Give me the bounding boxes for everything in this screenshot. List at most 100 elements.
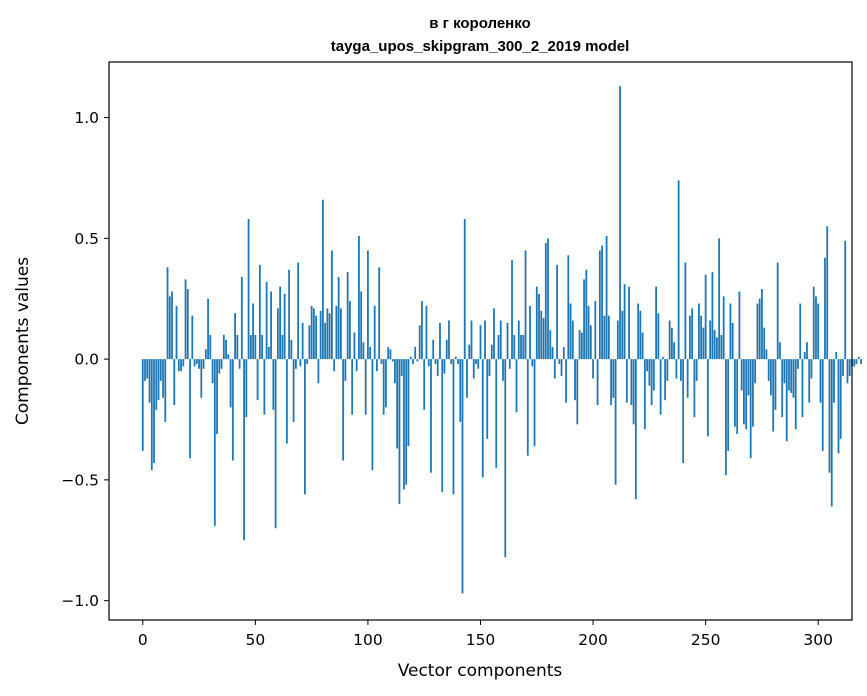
bar-57 bbox=[270, 291, 273, 360]
bar-117 bbox=[405, 359, 408, 485]
x-tick-label-300: 300 bbox=[803, 631, 833, 649]
bar-240 bbox=[682, 359, 685, 463]
x-tick-label-100: 100 bbox=[353, 631, 383, 649]
bar-205 bbox=[603, 315, 606, 360]
bar-3 bbox=[148, 359, 151, 403]
bar-317 bbox=[855, 359, 858, 364]
bar-79 bbox=[319, 310, 322, 360]
bar-183 bbox=[553, 359, 556, 379]
bar-238 bbox=[677, 180, 680, 360]
bar-290 bbox=[794, 359, 797, 430]
bar-18 bbox=[182, 359, 185, 367]
bar-230 bbox=[659, 359, 662, 415]
bar-103 bbox=[373, 305, 376, 360]
bar-70 bbox=[299, 359, 302, 367]
bar-284 bbox=[781, 359, 784, 418]
bar-250 bbox=[704, 274, 707, 360]
bar-126 bbox=[425, 305, 428, 360]
bar-38 bbox=[227, 354, 230, 360]
bar-274 bbox=[758, 298, 761, 360]
bar-146 bbox=[470, 320, 473, 360]
bar-98 bbox=[362, 342, 365, 360]
bar-107 bbox=[382, 359, 385, 415]
bar-199 bbox=[589, 325, 592, 360]
bar-301 bbox=[819, 359, 822, 403]
bar-310 bbox=[839, 359, 842, 439]
x-tick-label-0: 0 bbox=[138, 631, 148, 649]
bar-168 bbox=[520, 334, 522, 360]
bar-1 bbox=[144, 359, 146, 381]
bar-65 bbox=[288, 269, 291, 360]
bar-154 bbox=[488, 359, 491, 377]
bar-121 bbox=[414, 347, 417, 360]
bar-144 bbox=[466, 359, 468, 398]
bar-288 bbox=[790, 359, 793, 393]
bar-300 bbox=[817, 303, 820, 360]
bar-83 bbox=[328, 313, 331, 360]
bar-49 bbox=[252, 303, 254, 360]
bar-266 bbox=[740, 359, 743, 391]
bar-74 bbox=[308, 325, 311, 360]
bar-247 bbox=[698, 303, 700, 360]
bar-296 bbox=[808, 359, 811, 403]
bar-165 bbox=[513, 334, 516, 360]
bar-181 bbox=[549, 330, 552, 360]
bar-276 bbox=[763, 327, 766, 360]
bar-97 bbox=[360, 291, 363, 360]
bar-259 bbox=[725, 359, 727, 476]
y-tick-label-1: 0.5 bbox=[74, 230, 99, 248]
bar-8 bbox=[159, 359, 162, 381]
bar-33 bbox=[216, 359, 218, 434]
bar-169 bbox=[522, 334, 525, 360]
y-tick-label-2: 0.0 bbox=[74, 351, 99, 369]
bar-61 bbox=[279, 286, 282, 360]
bar-225 bbox=[648, 359, 651, 386]
bar-314 bbox=[848, 359, 851, 377]
bar-7 bbox=[157, 359, 160, 401]
bar-167 bbox=[517, 320, 520, 360]
bar-209 bbox=[612, 359, 615, 398]
bar-216 bbox=[628, 286, 630, 360]
x-tick-label-200: 200 bbox=[578, 631, 608, 649]
bar-92 bbox=[349, 301, 351, 360]
bar-115 bbox=[400, 359, 403, 377]
bar-304 bbox=[826, 226, 829, 360]
bar-19 bbox=[184, 279, 187, 360]
bar-46 bbox=[245, 359, 248, 418]
bar-214 bbox=[623, 284, 626, 360]
bar-87 bbox=[337, 276, 340, 360]
bar-105 bbox=[378, 267, 381, 360]
bar-27 bbox=[202, 359, 205, 369]
bar-85 bbox=[333, 359, 336, 372]
bar-141 bbox=[459, 359, 462, 422]
bar-73 bbox=[306, 359, 309, 364]
bar-36 bbox=[222, 334, 225, 360]
bar-111 bbox=[391, 359, 394, 362]
bar-145 bbox=[468, 344, 471, 360]
bar-125 bbox=[423, 359, 426, 410]
bar-174 bbox=[533, 359, 536, 447]
bar-90 bbox=[344, 359, 347, 381]
bar-203 bbox=[598, 250, 601, 360]
bar-248 bbox=[700, 315, 703, 360]
bar-22 bbox=[191, 315, 194, 360]
x-tick-label-50: 50 bbox=[245, 631, 265, 649]
bar-224 bbox=[646, 359, 649, 372]
bar-242 bbox=[686, 359, 689, 398]
bar-170 bbox=[524, 250, 527, 360]
y-tick-label-4: −1.0 bbox=[61, 592, 99, 610]
bar-69 bbox=[297, 262, 300, 360]
bar-24 bbox=[195, 359, 198, 364]
bar-21 bbox=[189, 359, 191, 459]
bar-190 bbox=[569, 303, 572, 360]
bar-0 bbox=[141, 359, 144, 451]
bar-293 bbox=[801, 359, 804, 418]
bar-319 bbox=[860, 359, 862, 364]
bar-150 bbox=[479, 325, 482, 360]
bar-220 bbox=[637, 303, 640, 360]
bar-101 bbox=[369, 347, 372, 360]
bar-178 bbox=[542, 318, 545, 360]
bar-88 bbox=[340, 308, 342, 360]
bar-316 bbox=[853, 359, 856, 367]
